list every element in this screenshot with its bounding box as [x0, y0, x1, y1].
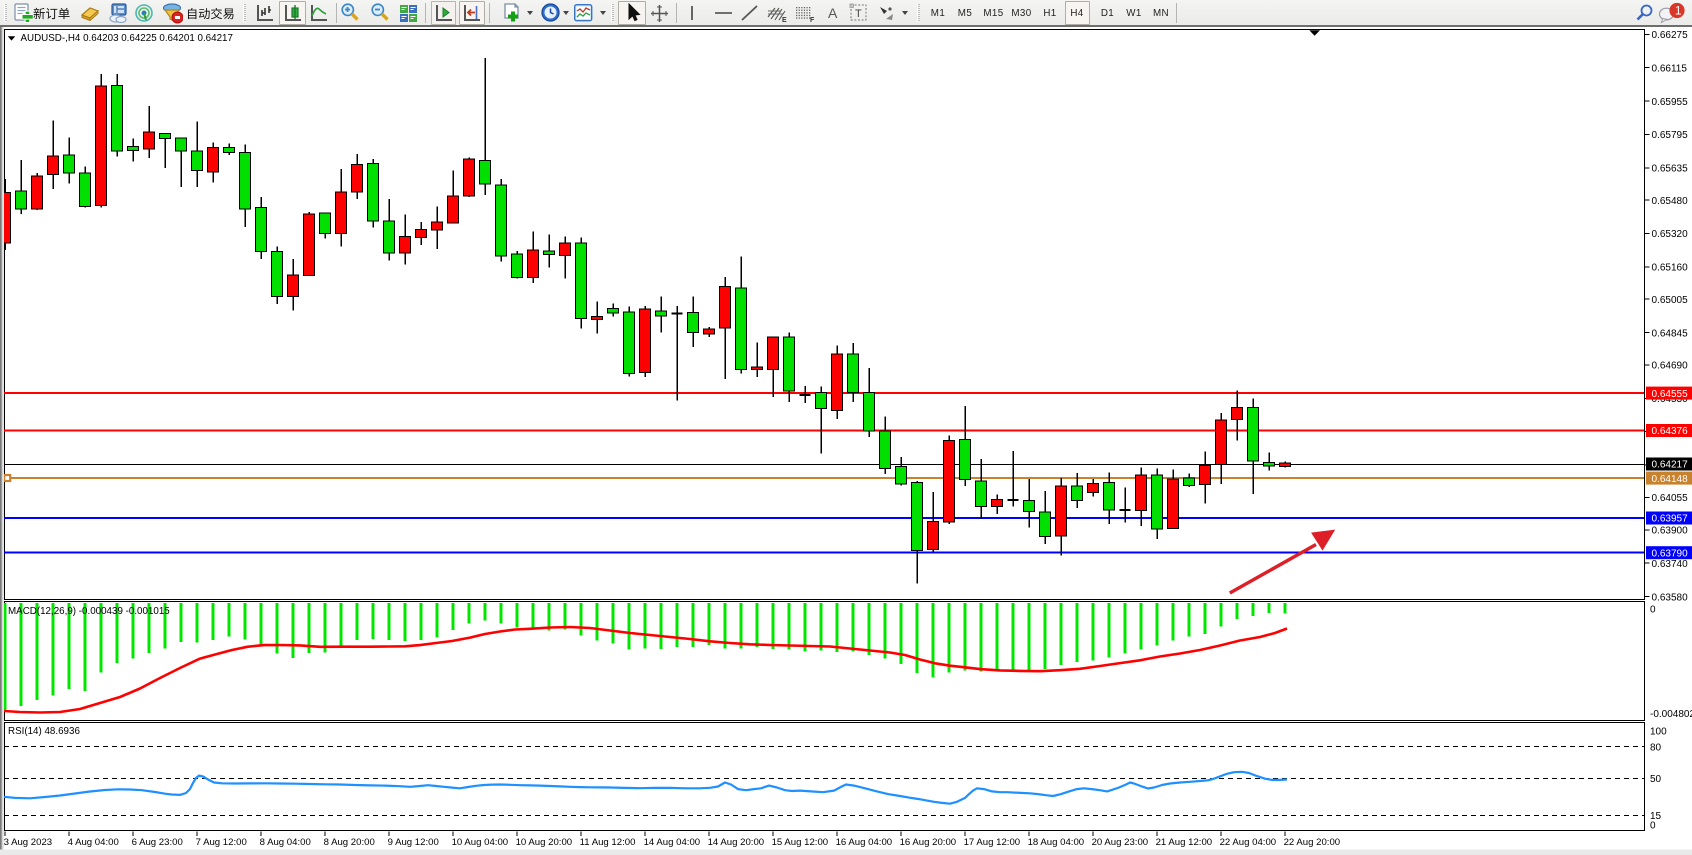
- svg-text:10 Aug 04:00: 10 Aug 04:00: [452, 837, 509, 848]
- svg-text:0.65480: 0.65480: [1652, 196, 1689, 207]
- svg-text:-0.004802: -0.004802: [1650, 709, 1692, 720]
- svg-text:20 Aug 23:00: 20 Aug 23:00: [1092, 837, 1149, 848]
- svg-text:3 Aug 2023: 3 Aug 2023: [4, 837, 53, 848]
- svg-text:T: T: [855, 8, 862, 20]
- svg-text:0.64055: 0.64055: [1652, 493, 1689, 504]
- svg-text:0.63957: 0.63957: [1652, 514, 1689, 525]
- svg-text:0: 0: [1650, 605, 1656, 616]
- svg-text:F: F: [810, 17, 815, 24]
- svg-text:18 Aug 04:00: 18 Aug 04:00: [1028, 837, 1085, 848]
- svg-text:0.64376: 0.64376: [1652, 426, 1689, 437]
- svg-text:7 Aug 12:00: 7 Aug 12:00: [196, 837, 247, 848]
- svg-text:1: 1: [1675, 4, 1682, 18]
- svg-text:RSI(14) 48.6936: RSI(14) 48.6936: [8, 726, 80, 737]
- svg-text:0.64845: 0.64845: [1652, 328, 1689, 339]
- svg-text:E: E: [782, 17, 787, 24]
- svg-text:21 Aug 12:00: 21 Aug 12:00: [1156, 837, 1213, 848]
- svg-text:0.65005: 0.65005: [1652, 295, 1689, 306]
- svg-text:0.65320: 0.65320: [1652, 229, 1689, 240]
- svg-text:8 Aug 04:00: 8 Aug 04:00: [260, 837, 311, 848]
- svg-text:17 Aug 12:00: 17 Aug 12:00: [964, 837, 1021, 848]
- svg-text:11 Aug 12:00: 11 Aug 12:00: [580, 837, 636, 848]
- svg-text:0.64555: 0.64555: [1652, 389, 1689, 400]
- svg-text:4 Aug 04:00: 4 Aug 04:00: [68, 837, 119, 848]
- svg-text:0.64690: 0.64690: [1652, 361, 1689, 372]
- svg-text:16 Aug 04:00: 16 Aug 04:00: [836, 837, 893, 848]
- svg-text:MACD(12,26,9) -0.000439 -0.001: MACD(12,26,9) -0.000439 -0.001015: [8, 606, 170, 617]
- svg-text:50: 50: [1650, 774, 1662, 785]
- svg-text:6 Aug 23:00: 6 Aug 23:00: [132, 837, 183, 848]
- svg-text:0.63900: 0.63900: [1652, 526, 1689, 537]
- svg-text:15: 15: [1650, 811, 1662, 822]
- svg-text:8 Aug 20:00: 8 Aug 20:00: [324, 837, 375, 848]
- svg-text:0.63790: 0.63790: [1652, 548, 1689, 559]
- svg-text:9 Aug 12:00: 9 Aug 12:00: [388, 837, 439, 848]
- svg-text:0.63580: 0.63580: [1652, 592, 1689, 603]
- svg-text:22 Aug 20:00: 22 Aug 20:00: [1284, 837, 1341, 848]
- svg-text:14 Aug 04:00: 14 Aug 04:00: [644, 837, 701, 848]
- svg-text:80: 80: [1650, 743, 1662, 754]
- svg-text:15 Aug 12:00: 15 Aug 12:00: [772, 837, 829, 848]
- svg-text:0.63740: 0.63740: [1652, 559, 1689, 570]
- svg-text:0.66275: 0.66275: [1652, 30, 1689, 41]
- svg-text:0: 0: [1650, 821, 1656, 832]
- svg-text:10 Aug 20:00: 10 Aug 20:00: [516, 837, 573, 848]
- svg-text:0.65160: 0.65160: [1652, 263, 1689, 274]
- svg-text:0.65635: 0.65635: [1652, 164, 1689, 175]
- svg-text:0.64148: 0.64148: [1652, 474, 1689, 485]
- svg-text:0.66115: 0.66115: [1652, 63, 1688, 74]
- svg-text:16 Aug 20:00: 16 Aug 20:00: [900, 837, 957, 848]
- svg-text:0.65955: 0.65955: [1652, 97, 1689, 108]
- svg-text:0.64217: 0.64217: [1652, 460, 1689, 471]
- svg-text:22 Aug 04:00: 22 Aug 04:00: [1220, 837, 1277, 848]
- svg-text:14 Aug 20:00: 14 Aug 20:00: [708, 837, 765, 848]
- svg-text:100: 100: [1650, 727, 1667, 738]
- svg-text:0.65795: 0.65795: [1652, 130, 1689, 141]
- svg-text:AUDUSD-,H4 0.64203 0.64225 0.: AUDUSD-,H4 0.64203 0.64225 0.64201 0.642…: [21, 33, 233, 44]
